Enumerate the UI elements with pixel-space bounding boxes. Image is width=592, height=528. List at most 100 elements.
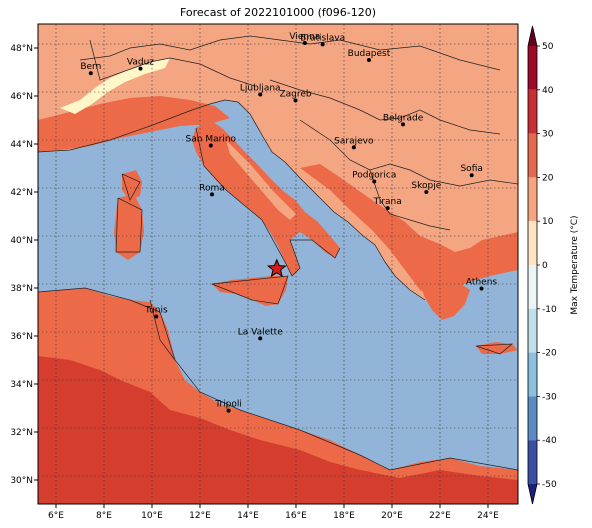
colorbar-tick-label: 20 [542, 173, 554, 183]
lon-tick-label: 8°E [96, 511, 112, 521]
city-dot [210, 192, 214, 197]
city-label: Sarajevo [334, 136, 374, 146]
lat-tick-label: 36°N [10, 332, 33, 342]
lon-tick-label: 6°E [48, 511, 64, 521]
city-label: Bern [80, 62, 101, 72]
city-label: Belgrade [383, 113, 424, 123]
city-dot [293, 98, 298, 103]
city-dot [366, 58, 371, 62]
city-dot [302, 40, 307, 45]
city-label: Bratislava [300, 33, 345, 43]
greece-peloponnese [420, 276, 470, 320]
lat-tick-label: 44°N [10, 140, 33, 150]
lon-axis: 6°E 8°E 10°E 12°E 14°E 16°E 18°E 20°E 22°E 24°E [48, 504, 499, 521]
lat-tick-label: 48°N [10, 44, 33, 54]
alps-cool [60, 58, 170, 114]
city-dot [372, 179, 377, 184]
italy-peninsula [192, 120, 340, 276]
city-label: Tirana [373, 197, 402, 207]
colorbar-tick-label: -40 [542, 436, 557, 446]
lon-tick-label: 20°E [381, 511, 403, 521]
colorbar-tick-label: 40 [542, 86, 554, 96]
colorbar-tick-label: 0 [542, 261, 548, 271]
city-label: Ljubljana [240, 84, 281, 94]
sardinia [114, 194, 144, 260]
crete [476, 342, 518, 354]
colorbar-tick-label: 10 [542, 217, 554, 227]
city-label: Roma [199, 183, 225, 193]
city-label: Vaduz [127, 58, 154, 68]
city-dot [479, 286, 484, 291]
desert-very-hot [38, 356, 518, 504]
colorbar-tick-label: 50 [542, 42, 554, 52]
city-dot [424, 190, 429, 194]
lat-tick-label: 40°N [10, 236, 33, 246]
balkans-hot [300, 164, 518, 300]
borders [38, 35, 518, 471]
lat-tick-label: 46°N [10, 92, 33, 102]
city-dot [88, 71, 93, 76]
colorbar-band [528, 221, 537, 265]
city-dot [469, 173, 474, 178]
colorbar-band [528, 46, 537, 90]
lat-tick-label: 32°N [10, 428, 33, 438]
city-dot [385, 206, 390, 211]
city-dot [351, 145, 356, 150]
lon-tick-label: 12°E [189, 511, 211, 521]
lon-tick-label: 10°E [141, 511, 163, 521]
city-dot [154, 314, 159, 319]
city-dot [401, 122, 406, 127]
colorbar-band [528, 177, 537, 222]
map-title: Forecast of 2022101000 (f096-120) [179, 6, 377, 19]
lat-tick-label: 38°N [10, 284, 33, 294]
city-dot [258, 336, 263, 341]
colorbar-extend-bottom [528, 484, 537, 504]
colorbar-band [528, 440, 537, 484]
city-dot [320, 42, 325, 47]
corsica [122, 170, 142, 200]
city-label: Athens [466, 277, 497, 287]
star-marker [266, 258, 287, 278]
city-label: San Marino [186, 134, 237, 144]
city-label: Skopje [411, 181, 441, 191]
lon-tick-label: 22°E [429, 511, 451, 521]
lat-tick-label: 30°N [10, 476, 33, 486]
lon-tick-label: 14°E [237, 511, 259, 521]
colorbar-tick-label: -10 [542, 305, 557, 315]
city-label: La Valette [238, 327, 283, 337]
colorbar-band [528, 133, 537, 178]
po-valley-hot [38, 96, 230, 152]
city-label: Tripoli [214, 400, 242, 410]
city-label: Sofia [460, 164, 482, 174]
graticule [38, 24, 518, 504]
colorbar-tick-label: -30 [542, 392, 557, 402]
location-marker-star [266, 258, 287, 278]
colorbar: 50 40 30 20 10 0 -10 -20 -30 -40 -50 Max Temperatur… [527, 25, 580, 505]
colorbar-band [528, 308, 537, 353]
colorbar-label: Max Temperature (°C) [570, 215, 580, 314]
lat-tick-label: 34°N [10, 380, 33, 390]
colorbar-band [528, 396, 537, 441]
colorbar-band [528, 89, 537, 134]
city-dot [138, 66, 143, 71]
lat-tick-label: 42°N [10, 188, 33, 198]
sicily [212, 276, 288, 306]
colorbar-tick-label: -50 [542, 480, 557, 490]
city-label: Podgorica [352, 170, 396, 180]
city-label: Vienna [289, 32, 320, 42]
lon-tick-label: 18°E [333, 511, 355, 521]
colorbar-tick-label: -20 [542, 349, 557, 359]
colorbar-tick-label: 30 [542, 130, 554, 140]
lat-axis: 48°N 46°N 44°N 42°N 40°N 38°N 36°N 34°N 32°N 30°N [10, 44, 38, 486]
lon-tick-label: 16°E [285, 511, 307, 521]
colorbar-band [528, 265, 537, 309]
city-label: Tunis [144, 306, 168, 316]
city-label: Zagreb [279, 90, 311, 100]
colorbar-extend-top [528, 26, 537, 46]
city-dot [226, 408, 231, 413]
city-dot [258, 92, 263, 97]
colorbar-band [528, 352, 537, 397]
italy-apennines [226, 140, 296, 220]
